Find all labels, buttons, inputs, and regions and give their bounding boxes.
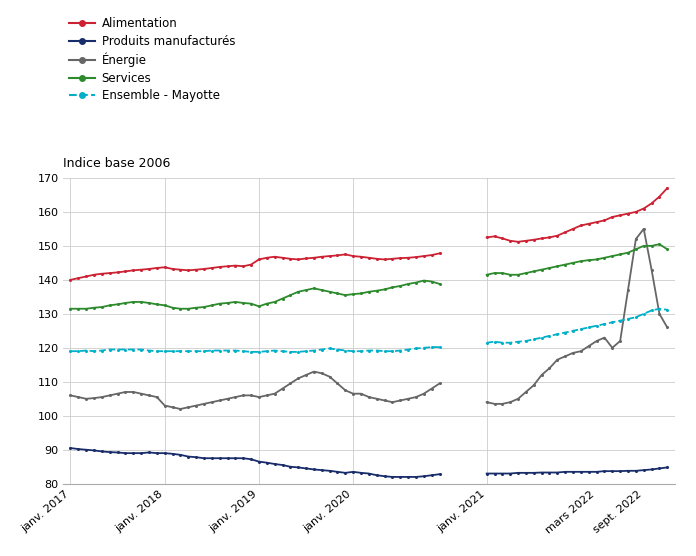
Text: Indice base 2006: Indice base 2006 [63, 157, 170, 170]
Legend: Alimentation, Produits manufacturés, Énergie, Services, Ensemble - Mayotte: Alimentation, Produits manufacturés, Éne… [68, 17, 235, 102]
